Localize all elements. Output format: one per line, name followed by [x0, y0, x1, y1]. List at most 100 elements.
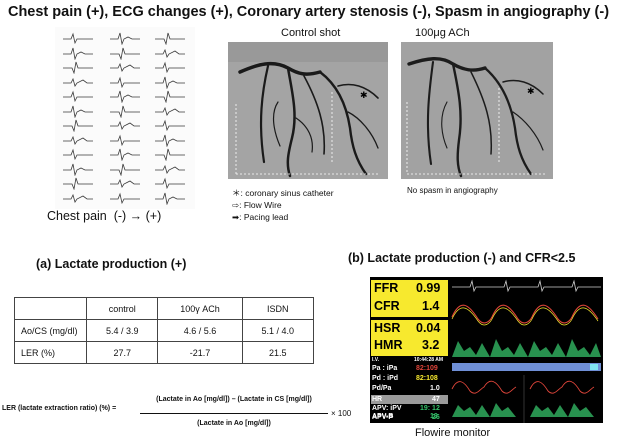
table-row: LER (%) 27.7 -21.7 21.5	[14, 341, 315, 364]
ecg-lead-trace	[110, 176, 140, 190]
monitor-time: 10:44:28 AM	[414, 357, 443, 363]
hsr-hmr-box: HSR 0.04 HMR 3.2	[371, 320, 448, 356]
ecg-lead-trace	[155, 162, 185, 176]
ecg-lead-trace	[110, 162, 140, 176]
ecg-column	[155, 31, 185, 206]
table-cell: 27.7	[85, 341, 159, 364]
table-cell: -21.7	[157, 341, 243, 364]
table-cell: Ao/CS (mg/dl)	[14, 319, 87, 342]
table-cell: 5.1 / 4.0	[241, 319, 315, 342]
ffr-label: FFR	[374, 281, 399, 295]
ecg-lead-trace	[155, 75, 185, 89]
page-title: Chest pain (+), ECG changes (+), Coronar…	[7, 4, 610, 20]
ecg-lead-trace	[63, 147, 93, 161]
table-header-cell: 100γ ACh	[157, 297, 243, 320]
svg-text:✱: ✱	[527, 87, 535, 97]
section-a-title: (a) Lactate production (+)	[36, 257, 187, 271]
ecg-lead-trace	[155, 118, 185, 132]
flowire-monitor-caption: Flowire monitor	[415, 427, 491, 439]
ecg-lead-trace	[63, 75, 93, 89]
hr-label: HR	[372, 396, 383, 403]
pd-label: Pd : iPd	[372, 375, 399, 382]
cfr-value: 1.4	[422, 299, 440, 313]
ecg-lead-trace	[110, 191, 140, 205]
angiography-legend: ＊: coronary sinus catheter ⇨: Flow Wire …	[232, 187, 334, 223]
pdpa-label: Pd/Pa	[372, 385, 392, 392]
ecg-lead-trace	[110, 133, 140, 147]
no-spasm-note: No spasm in angiography	[407, 186, 498, 195]
legend-item-cs-catheter: ＊: coronary sinus catheter	[232, 188, 334, 198]
hsr-value: 0.04	[416, 321, 441, 335]
table-header-cell: control	[85, 297, 159, 320]
ach-angiogram: ✱	[401, 42, 553, 179]
ecg-lead-trace	[155, 89, 185, 103]
apv-label: APV: iPV	[372, 405, 402, 412]
waveform-graphics	[450, 277, 603, 423]
ecg-lead-trace	[110, 75, 140, 89]
legend-item-flow-wire: ⇨: Flow Wire	[232, 200, 282, 210]
ecg-lead-trace	[63, 133, 93, 147]
ecg-lead-trace	[63, 104, 93, 118]
ecg-lead-trace	[110, 118, 140, 132]
flowire-monitor: FFR 0.99 CFR 1.4 HSR 0.04 HMR 3.2 I.V. 1…	[370, 277, 603, 423]
legend-item-pacing-lead: ➡: Pacing lead	[232, 212, 289, 222]
hmr-value: 3.2	[422, 338, 440, 352]
apvb-label: APV-B	[372, 413, 394, 420]
ecg-strips	[55, 27, 195, 209]
ecg-lead-trace	[155, 176, 185, 190]
ecg-lead-trace	[155, 104, 185, 118]
ecg-column	[110, 31, 140, 206]
formula-multiplier: × 100	[331, 409, 352, 418]
ecg-lead-trace	[63, 60, 93, 74]
hsr-label: HSR	[374, 321, 401, 335]
apvb-value: 19	[430, 413, 438, 420]
apvp-label: APV-P	[372, 414, 394, 421]
section-b-title: (b) Lactate production (-) and CFR<2.5	[348, 251, 576, 265]
ecg-lead-trace	[110, 89, 140, 103]
cfr-label: CFR	[374, 299, 400, 313]
ecg-lead-trace	[63, 89, 93, 103]
ecg-lead-trace	[155, 191, 185, 205]
ffr-value: 0.99	[416, 281, 441, 295]
formula-label: LER (lactate extraction ratio) (%) =	[2, 405, 117, 412]
table-header-cell: ISDN	[241, 297, 315, 320]
ecg-lead-trace	[110, 147, 140, 161]
table-cell: 5.4 / 3.9	[85, 319, 159, 342]
ecg-lead-trace	[110, 104, 140, 118]
formula-denominator: (Lactate in Ao [mg/dl])	[197, 420, 271, 427]
control-shot-title: Control shot	[281, 27, 341, 39]
ecg-lead-trace	[63, 176, 93, 190]
ecg-lead-trace	[155, 147, 185, 161]
ecg-lead-trace	[63, 118, 93, 132]
control-angiogram: ✱	[228, 42, 388, 179]
hmr-label: HMR	[374, 338, 403, 352]
ecg-lead-trace	[110, 46, 140, 60]
table-row: Ao/CS (mg/dl) 5.4 / 3.9 4.6 / 5.6 5.1 / …	[14, 319, 315, 342]
ach-shot-title: 100μg ACh	[415, 27, 470, 39]
pa-label: Pa : iPa	[372, 365, 398, 372]
ecg-column	[63, 31, 93, 206]
ecg-lead-trace	[155, 46, 185, 60]
monitor-waveforms	[450, 277, 603, 423]
apv-value: 19: 12	[420, 405, 440, 412]
monitor-readouts: FFR 0.99 CFR 1.4 HSR 0.04 HMR 3.2 I.V. 1…	[370, 277, 448, 423]
iv-label: I.V.	[372, 357, 380, 363]
lactate-table: control 100γ ACh ISDN Ao/CS (mg/dl) 5.4 …	[14, 297, 315, 364]
ecg-lead-trace	[63, 46, 93, 60]
table-cell: 21.5	[241, 341, 315, 364]
formula-numerator: (Lactate in Ao [mg/dl]) – (Lactate in CS…	[156, 396, 312, 403]
ecg-lead-trace	[63, 162, 93, 176]
pdpa-value: 1.0	[430, 385, 440, 392]
ecg-lead-trace	[63, 191, 93, 205]
hr-value: 47	[432, 396, 440, 403]
table-cell: 4.6 / 5.6	[157, 319, 243, 342]
apvp-value: 26	[432, 414, 440, 421]
pa-value: 82:109	[416, 365, 438, 372]
ecg-lead-trace	[110, 60, 140, 74]
ffr-cfr-box: FFR 0.99 CFR 1.4	[371, 280, 448, 317]
table-header-cell	[14, 297, 87, 320]
hr-bar	[371, 395, 448, 404]
ecg-lead-trace	[155, 31, 185, 45]
table-header-row: control 100γ ACh ISDN	[14, 297, 315, 320]
formula-fraction-bar	[140, 413, 328, 414]
